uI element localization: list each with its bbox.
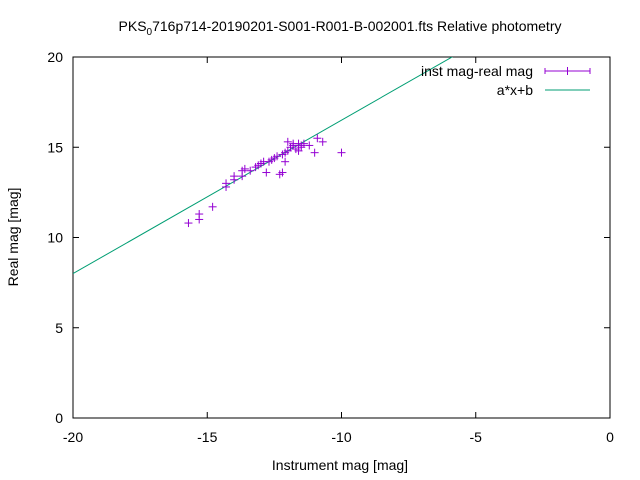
data-point — [246, 166, 255, 175]
legend-key-points — [544, 67, 591, 75]
data-point — [337, 148, 346, 157]
x-axis-label: Instrument mag [mag] — [272, 457, 408, 473]
legend: inst mag-real mag a*x+b — [421, 63, 591, 98]
legend-label-fit: a*x+b — [497, 82, 533, 98]
x-tick-label: -5 — [470, 429, 483, 445]
data-point — [240, 164, 249, 173]
x-tick-label: -10 — [331, 429, 351, 445]
x-tick-label: 0 — [606, 429, 614, 445]
data-point — [208, 202, 217, 211]
data-points-layer — [184, 134, 346, 228]
data-point — [313, 134, 322, 143]
data-point — [318, 137, 327, 146]
x-tick-label: -20 — [63, 429, 83, 445]
data-point — [305, 141, 314, 150]
data-point — [281, 157, 290, 166]
data-point — [195, 210, 204, 219]
fit-line-layer — [73, 57, 454, 275]
data-point — [184, 219, 193, 228]
plot-frame — [72, 56, 611, 419]
chart-title: PKS0716p714-20190201-S001-R001-B-002001.… — [119, 18, 562, 38]
chart-title-subscript: 0 — [147, 27, 153, 38]
x-tick-label: -15 — [197, 429, 217, 445]
data-point — [310, 148, 319, 157]
data-point — [262, 168, 271, 177]
data-point — [222, 179, 231, 188]
legend-label-points: inst mag-real mag — [421, 63, 533, 79]
y-tick-label: 10 — [47, 230, 63, 246]
y-tick-label: 15 — [47, 139, 63, 155]
data-point — [273, 152, 282, 161]
chart-title-prefix: PKS — [119, 18, 147, 34]
y-axis-label: Real mag [mag] — [5, 188, 21, 287]
data-point — [230, 172, 239, 181]
fit-line — [73, 57, 454, 275]
chart-title-suffix: 716p714-20190201-S001-R001-B-002001.fts … — [152, 18, 561, 34]
y-tick-label: 0 — [55, 410, 63, 426]
y-tick-label: 20 — [47, 49, 63, 65]
axis-ticks: -20 -15 -10 -5 0 0 5 10 15 20 — [47, 49, 614, 445]
data-point — [299, 139, 308, 148]
y-tick-label: 5 — [55, 320, 63, 336]
data-point — [283, 137, 292, 146]
data-point — [278, 168, 287, 177]
